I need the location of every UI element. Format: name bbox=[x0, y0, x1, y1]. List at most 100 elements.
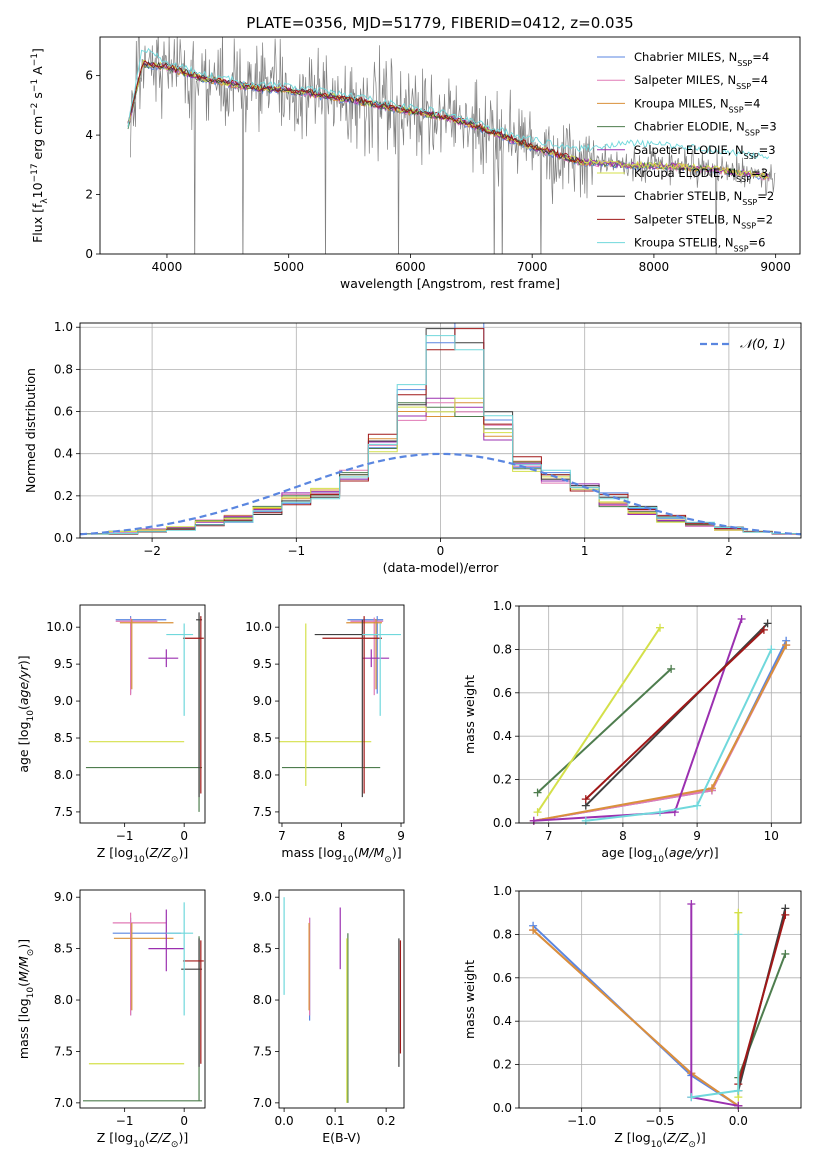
legend-label: Chabrier STELIB, NSSP=2 bbox=[634, 189, 774, 207]
x-tick-label: 0 bbox=[180, 1114, 188, 1128]
axes-mass-vs-Z: −1 0 7.0 7.5 8.0 8.5 9.0 bbox=[54, 890, 188, 1128]
y-tick-label: 10.0 bbox=[245, 620, 272, 634]
weight-vs-age-plot-area bbox=[529, 615, 791, 825]
legend-label: Salpeter ELODIE, NSSP=3 bbox=[634, 143, 776, 161]
x-tick-label: 7 bbox=[278, 829, 286, 843]
weight-marker bbox=[763, 619, 772, 628]
weight-marker bbox=[687, 1093, 696, 1102]
y-tick-label: 9.0 bbox=[54, 694, 73, 708]
y-tick-label: 0.6 bbox=[493, 971, 512, 985]
axes-frame bbox=[278, 889, 405, 1109]
weight-marker bbox=[656, 623, 664, 632]
y-tick-label: 1.0 bbox=[493, 599, 512, 613]
y-tick-label: 8.0 bbox=[54, 993, 73, 1007]
y-axis-label: age [log10(age/yr)] bbox=[16, 655, 36, 772]
y-tick-label: 8.5 bbox=[253, 942, 272, 956]
axes-frame bbox=[79, 889, 206, 1109]
weight-marker bbox=[533, 788, 542, 797]
weight-line bbox=[691, 934, 740, 1099]
y-tick-label: 0.6 bbox=[54, 405, 73, 419]
axes-frame bbox=[278, 604, 405, 824]
weight-line bbox=[532, 929, 739, 1107]
weight-marker bbox=[533, 808, 542, 817]
weight-marker bbox=[734, 1086, 743, 1095]
x-tick-label: 0 bbox=[180, 829, 188, 843]
x-tick-label: −1 bbox=[287, 544, 305, 558]
x-tick-label: 0.1 bbox=[326, 1114, 345, 1128]
weight-marker bbox=[781, 910, 790, 919]
y-tick-label: 8.5 bbox=[54, 942, 73, 956]
y-tick-label: 8.5 bbox=[54, 731, 73, 745]
weight-marker bbox=[667, 664, 676, 673]
axes-frame bbox=[79, 604, 206, 824]
y-tick-label: 0.0 bbox=[493, 816, 512, 830]
y-tick-label: 2 bbox=[85, 188, 93, 202]
axes-weight-vs-age: 7 8 9 10 0.0 0.2 0.4 0.6 0.8 1.0 bbox=[493, 599, 801, 843]
weight-marker bbox=[759, 625, 768, 634]
figure-title: PLATE=0356, MJD=51779, FIBERID=0412, z=0… bbox=[246, 14, 633, 32]
weight-line bbox=[737, 914, 787, 1085]
axes-frame bbox=[518, 605, 802, 824]
residual-hist-7 bbox=[80, 328, 801, 535]
y-tick-label: 9.0 bbox=[253, 694, 272, 708]
weight-line bbox=[532, 929, 739, 1107]
y-tick-label: 0.0 bbox=[54, 531, 73, 545]
y-tick-label: 9.5 bbox=[54, 657, 73, 671]
x-tick-label: 2 bbox=[725, 544, 733, 558]
y-tick-label: 0.4 bbox=[493, 729, 512, 743]
weight-line bbox=[585, 648, 773, 822]
y-tick-label: 9.5 bbox=[253, 657, 272, 671]
weight-marker bbox=[781, 949, 790, 958]
y-tick-label: 0.8 bbox=[493, 927, 512, 941]
y-tick-label: 10.0 bbox=[46, 620, 73, 634]
mass-vs-EBV-plot-area bbox=[283, 897, 402, 1103]
y-tick-label: 0.4 bbox=[54, 447, 73, 461]
weight-line bbox=[533, 644, 788, 822]
y-tick-label: 1.0 bbox=[54, 320, 73, 334]
y-tick-label: 7.5 bbox=[253, 1044, 272, 1058]
weight-marker bbox=[693, 801, 702, 810]
y-tick-label: 7.5 bbox=[253, 805, 272, 819]
residual-plot-area bbox=[80, 323, 801, 536]
x-tick-label: 10 bbox=[764, 829, 779, 843]
legend-label: Kroupa STELIB, NSSP=6 bbox=[634, 236, 765, 254]
x-tick-label: −0.5 bbox=[645, 1114, 674, 1128]
weight-line bbox=[536, 668, 672, 794]
legend-label: Chabrier ELODIE, NSSP=3 bbox=[634, 120, 777, 138]
y-tick-label: 7.0 bbox=[253, 1096, 272, 1110]
x-tick-label: 8000 bbox=[639, 260, 670, 274]
y-tick-label: 8.0 bbox=[253, 768, 272, 782]
residual-hist-5 bbox=[80, 397, 801, 535]
y-tick-label: 0 bbox=[85, 247, 93, 261]
x-tick-label: −2 bbox=[143, 544, 161, 558]
axes-age-vs-mass: 7 8 9 7.5 8.0 8.5 9.0 9.5 10.0 bbox=[245, 620, 405, 843]
y-tick-label: 9.0 bbox=[54, 890, 73, 904]
mass-vs-Z-plot-area bbox=[82, 902, 204, 1102]
x-tick-label: −1 bbox=[116, 1114, 134, 1128]
x-tick-label: 9 bbox=[693, 829, 701, 843]
x-axis-label: mass [log10(M/M⊙)] bbox=[281, 845, 401, 865]
x-axis-label: wavelength [Angstrom, rest frame] bbox=[340, 276, 560, 291]
x-tick-label: 8 bbox=[338, 829, 346, 843]
x-axis-label: (data-model)/error bbox=[383, 560, 500, 575]
residual-hist-3 bbox=[80, 402, 801, 535]
x-axis-label: Z [log10(Z/Z⊙)] bbox=[97, 845, 188, 865]
weight-marker bbox=[737, 615, 746, 624]
y-tick-label: 1.0 bbox=[493, 884, 512, 898]
y-tick-label: 8.0 bbox=[54, 768, 73, 782]
residual-hist-4 bbox=[80, 397, 801, 535]
y-tick-label: 0.6 bbox=[493, 686, 512, 700]
weight-marker bbox=[529, 926, 538, 935]
y-axis-label: Flux [fλ10−17 erg cm−2 s−1 A−1] bbox=[30, 48, 50, 243]
axes-frame bbox=[518, 890, 802, 1109]
x-tick-label: 6000 bbox=[395, 260, 426, 274]
weight-marker bbox=[581, 795, 590, 804]
y-tick-label: 0.0 bbox=[493, 1101, 512, 1115]
weight-line bbox=[532, 924, 739, 1107]
x-tick-label: 9 bbox=[397, 829, 405, 843]
x-tick-label: 0.0 bbox=[729, 1114, 748, 1128]
axes-mass-vs-EBV: 0.0 0.1 0.2 7.0 7.5 8.0 8.5 9.0 bbox=[253, 890, 396, 1128]
x-tick-label: 4000 bbox=[152, 260, 183, 274]
y-tick-label: 9.0 bbox=[253, 890, 272, 904]
